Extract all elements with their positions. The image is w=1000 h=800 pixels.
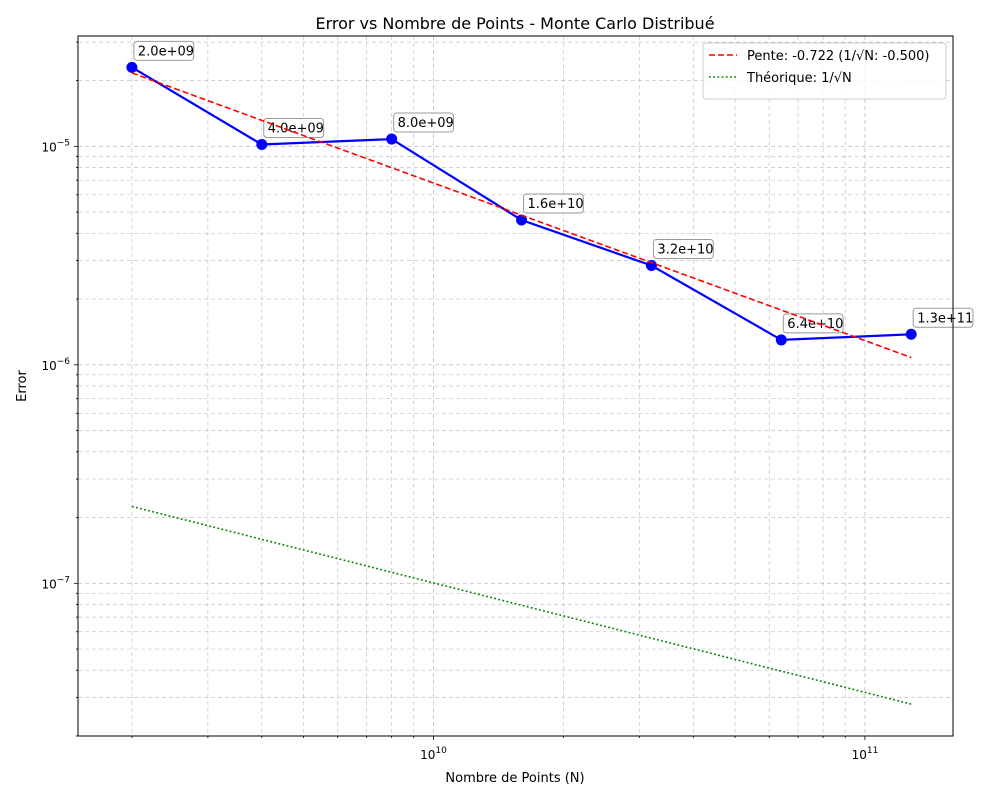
legend: Pente: -0.722 (1/√N: -0.500) Théorique: 1… xyxy=(702,42,947,100)
data-point xyxy=(256,138,268,150)
y-tick-label: 10−6 xyxy=(41,357,70,373)
point-label-box xyxy=(912,307,974,328)
legend-label: Théorique: 1/√N xyxy=(746,71,852,86)
data-point xyxy=(516,214,528,226)
point-label-box xyxy=(652,238,714,259)
point-label-box xyxy=(523,193,584,214)
point-label-box xyxy=(393,112,454,133)
axes: 1010 1011 10−7 10−6 10−5 xyxy=(41,41,879,762)
y-tick-label: 10−7 xyxy=(41,575,70,591)
data-point xyxy=(386,133,398,145)
data-point xyxy=(775,334,787,346)
plot-series: 2.0e+094.0e+09 8.0e+091.6e+103.2e+106.4e+… xyxy=(126,40,974,705)
x-tick-label: 1010 xyxy=(420,746,447,762)
grid xyxy=(78,36,953,737)
data-point xyxy=(905,328,917,340)
point-label-box xyxy=(782,313,844,334)
point-label: 8.0e+09 xyxy=(398,116,454,131)
point-label-box xyxy=(133,40,195,61)
point-label-box xyxy=(263,117,325,138)
x-tick-label: 1011 xyxy=(852,746,879,762)
legend-label: Pente: -0.722 (1/√N: -0.500) xyxy=(747,49,929,64)
y-tick-label: 10−5 xyxy=(41,138,70,154)
point-label: 1.6e+10 xyxy=(528,197,584,212)
data-point xyxy=(645,259,657,271)
legend-box xyxy=(702,42,947,100)
theory-series-line xyxy=(131,505,912,705)
x-axis-label: Nombre de Points (N) xyxy=(445,771,584,786)
point-label: 3.2e+10 xyxy=(657,242,713,257)
point-label: 2.0e+09 xyxy=(138,44,194,59)
y-axis-label: Error xyxy=(15,370,30,402)
data-point xyxy=(126,61,138,73)
fit-series-line xyxy=(131,72,912,359)
point-label: 1.3e+11 xyxy=(917,311,973,326)
chart-title: Error vs Nombre de Points - Monte Carlo … xyxy=(315,14,714,33)
point-label: 4.0e+09 xyxy=(268,121,324,136)
